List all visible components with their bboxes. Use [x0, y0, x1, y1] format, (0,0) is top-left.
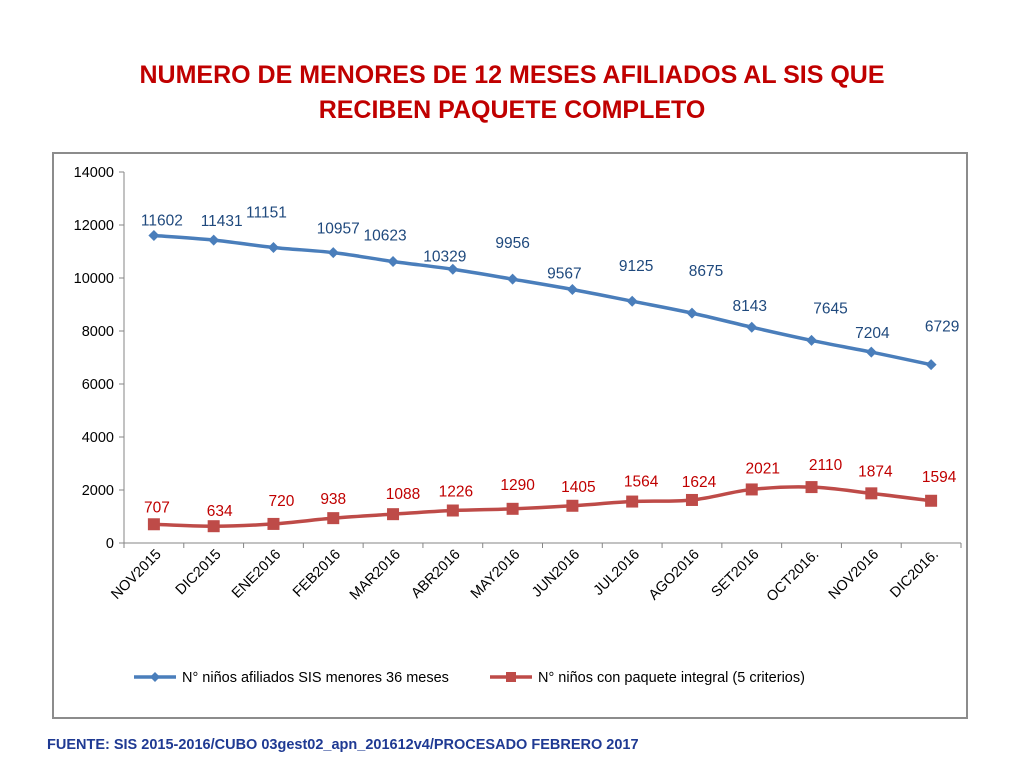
data-label-paquete: 2021: [746, 460, 780, 477]
source-note: FUENTE: SIS 2015-2016/CUBO 03gest02_apn_…: [47, 737, 639, 753]
data-point-paquete: [925, 494, 938, 507]
data-label-afiliados: 9567: [547, 265, 581, 282]
data-point-afiliados: [148, 230, 160, 242]
x-tick-label: FEB2016: [290, 547, 344, 601]
y-tick-label: 6000: [82, 377, 114, 393]
x-tick-label: DIC2015: [173, 547, 225, 599]
legend-square-marker: [506, 672, 516, 682]
series-line-afiliados: [152, 233, 933, 367]
data-point-afiliados: [327, 247, 339, 259]
data-point-afiliados: [267, 241, 279, 253]
data-point-afiliados: [686, 307, 698, 319]
data-label-paquete: 707: [144, 499, 170, 516]
x-tick-label: MAR2016: [347, 547, 404, 604]
data-point-afiliados: [208, 234, 220, 246]
data-label-paquete: 1594: [922, 469, 957, 486]
x-tick-label: MAY2016: [468, 547, 524, 603]
data-point-afiliados: [806, 334, 818, 346]
y-tick-label: 8000: [82, 324, 114, 340]
data-point-afiliados: [387, 255, 399, 267]
x-tick-label: AGO2016: [646, 547, 703, 604]
data-label-afiliados: 8675: [689, 263, 723, 280]
x-tick-label: SET2016: [709, 547, 763, 601]
x-tick-label: JUN2016: [529, 547, 583, 601]
data-label-afiliados: 6729: [925, 319, 959, 336]
y-tick-label: 0: [106, 536, 114, 552]
data-point-paquete: [685, 493, 698, 506]
data-label-afiliados: 9125: [619, 258, 653, 275]
x-tick-label: OCT2016.: [764, 547, 823, 606]
data-point-paquete: [506, 502, 519, 515]
data-label-paquete: 634: [207, 503, 233, 520]
x-tick-label: JUL2016: [591, 547, 643, 599]
x-tick-label: DIC2016.: [887, 547, 942, 602]
data-point-afiliados: [447, 263, 459, 275]
data-point-afiliados: [507, 273, 519, 285]
data-label-afiliados: 10623: [363, 227, 406, 244]
data-label-afiliados: 9956: [495, 235, 529, 252]
data-label-afiliados: 10957: [317, 221, 360, 238]
data-point-paquete: [387, 508, 400, 521]
x-tick-label: ABR2016: [408, 547, 463, 602]
data-label-afiliados: 11431: [201, 213, 243, 230]
title-line-1: NUMERO DE MENORES DE 12 MESES AFILIADOS …: [139, 61, 885, 89]
y-tick-label: 10000: [74, 271, 114, 287]
data-label-afiliados: 7645: [813, 300, 847, 317]
y-tick-label: 14000: [74, 165, 114, 181]
data-label-afiliados: 8143: [733, 298, 767, 315]
data-label-paquete: 938: [320, 491, 346, 508]
legend-label: N° niños afiliados SIS menores 36 meses: [182, 670, 449, 686]
x-tick-label: NOV2015: [108, 547, 164, 603]
data-point-afiliados: [865, 346, 877, 358]
data-point-paquete: [566, 499, 579, 512]
data-point-paquete: [745, 483, 758, 496]
data-label-paquete: 1226: [439, 484, 473, 501]
data-label-afiliados: 10329: [423, 248, 466, 265]
data-point-afiliados: [746, 321, 758, 333]
data-label-paquete: 1290: [500, 477, 535, 494]
data-point-afiliados: [925, 359, 937, 371]
title-line-2: RECIBEN PAQUETE COMPLETO: [318, 96, 706, 124]
data-label-paquete: 1564: [624, 474, 659, 491]
data-point-paquete: [865, 487, 878, 500]
data-label-paquete: 2110: [809, 457, 843, 474]
data-label-paquete: 1405: [561, 479, 595, 496]
data-point-afiliados: [626, 295, 638, 307]
data-label-afiliados: 7204: [855, 325, 890, 342]
data-point-afiliados: [566, 283, 578, 295]
y-tick-label: 12000: [74, 218, 114, 234]
data-point-paquete: [805, 481, 818, 494]
chart-frame: [52, 152, 968, 719]
data-point-paquete: [267, 517, 280, 530]
data-label-paquete: 1624: [682, 474, 717, 491]
data-point-paquete: [626, 495, 639, 508]
data-label-paquete: 1874: [858, 463, 893, 480]
page-title: NUMERO DE MENORES DE 12 MESES AFILIADOS …: [40, 58, 984, 128]
data-point-paquete: [327, 512, 340, 525]
x-tick-label: ENE2016: [229, 547, 284, 602]
legend-label: N° niños con paquete integral (5 criteri…: [538, 670, 805, 686]
data-label-paquete: 1088: [386, 486, 420, 503]
x-tick-label: NOV2016: [826, 547, 882, 603]
data-label-afiliados: 11151: [246, 204, 287, 221]
data-label-afiliados: 11602: [141, 213, 183, 230]
legend-diamond-marker: [150, 672, 160, 682]
y-tick-label: 4000: [82, 430, 114, 446]
data-point-paquete: [147, 518, 160, 531]
data-label-paquete: 720: [269, 493, 295, 510]
data-point-paquete: [207, 520, 220, 533]
data-point-paquete: [446, 504, 459, 517]
y-tick-label: 2000: [82, 483, 114, 499]
